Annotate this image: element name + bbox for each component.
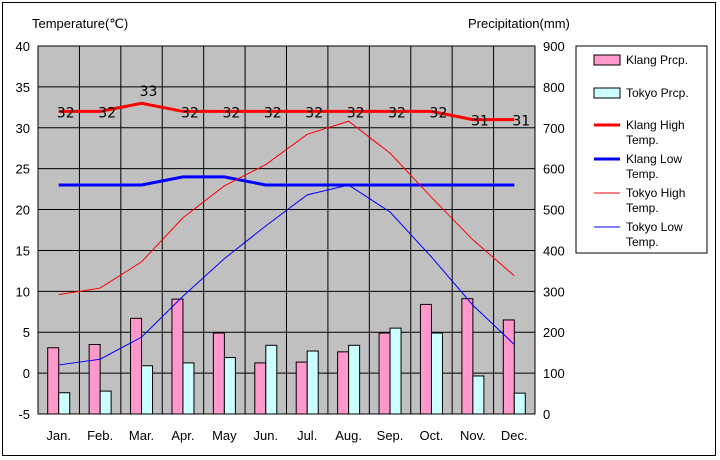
legend-label: Klang High [626,118,685,132]
legend-label: Temp. [626,167,659,181]
klang-high-data-label: 31 [471,114,489,130]
y-axis-right-label: Precipitation(mm) [468,16,570,31]
y-left-tick-label: 10 [16,284,30,299]
klang-high-data-label: 32 [347,105,365,121]
y-right-tick-label: 700 [543,121,565,136]
klang-precip-bar [295,361,308,415]
y-left-tick-label: 0 [23,366,30,381]
y-axis-right: 0 100 200 300 400 500 600 700 800 900 [543,39,565,422]
precipitation-bars [47,298,526,415]
y-axis-left-label: Temperature(℃) [32,16,128,31]
klang-precip-bar [337,351,350,415]
klang-high-data-label: 32 [305,105,323,121]
klang-high-data-label: 32 [98,105,116,121]
legend-swatch [593,54,621,66]
klang-high-data-label: 32 [57,105,75,121]
x-tick-label: Aug. [335,428,362,443]
klang-precip-bar [502,319,515,415]
tokyo-precip-bar [182,362,195,415]
tokyo-precip-bar [223,357,236,415]
klang-precip-bar [130,317,143,415]
y-right-tick-label: 800 [543,80,565,95]
x-tick-label: Oct. [420,428,444,443]
tokyo-precip-bar [513,392,526,415]
y-right-tick-label: 400 [543,243,565,258]
tokyo-precip-bar [348,344,361,415]
data-labels: 32 32 33 32 32 32 32 32 32 32 31 31 [57,84,530,129]
y-right-tick-label: 300 [543,284,565,299]
klang-high-data-label: 32 [388,105,406,121]
tokyo-precip-bar [265,344,278,415]
y-left-tick-label: 5 [23,325,30,340]
tokyo-precip-bar [58,392,71,415]
x-tick-label: Apr. [171,428,194,443]
tokyo-precip-bar [306,350,319,415]
legend-box [575,45,708,254]
tokyo-high-temp-line [58,120,515,296]
x-tick-label: Mar. [129,428,154,443]
tokyo-precip-bar [99,390,112,415]
x-tick-label: Jan. [46,428,71,443]
x-axis: Jan. Feb. Mar. Apr. May Jun. Jul. Aug. Sep. Oct. N… [46,428,527,443]
tokyo-precip-bar [430,332,443,415]
x-tick-label: Feb. [87,428,113,443]
klang-precip-bar [378,332,391,415]
legend-label: Temp. [626,133,659,147]
temperature-lines [58,101,515,366]
gridlines [38,46,535,414]
y-left-tick-label: 30 [16,121,30,136]
y-left-tick-label: 35 [16,80,30,95]
legend-label: Klang Prcp. [626,53,688,67]
tokyo-precip-bar [141,365,154,415]
y-right-tick-label: 100 [543,366,565,381]
x-tick-label: Nov. [460,428,486,443]
tokyo-low-temp-line [58,184,515,366]
y-left-tick-label: 40 [16,39,30,54]
tokyo-precip-bar [389,327,402,415]
legend-label: Temp. [626,235,659,249]
x-tick-label: Sep. [377,428,404,443]
x-tick-label: Dec. [501,428,528,443]
klang-high-data-label: 32 [222,105,240,121]
klang-high-data-label: 33 [140,84,158,100]
klang-low-temp-line [58,175,515,187]
klang-precip-bar [212,332,225,415]
klang-precip-bar [254,362,267,415]
legend-label: Temp. [626,201,659,215]
legend-label: Tokyo Low [626,220,683,234]
legend: Klang Prcp.Tokyo Prcp.Klang HighTemp.Kla… [575,45,708,254]
klang-high-temp-line [58,101,515,122]
klang-high-data-label: 31 [512,114,530,130]
x-tick-label: May [212,428,237,443]
klang-high-data-label: 32 [430,105,448,121]
klang-precip-bar [461,298,474,415]
y-right-tick-label: 900 [543,39,565,54]
y-right-tick-label: 0 [543,407,550,422]
tokyo-precip-bar [472,375,485,415]
klang-precip-bar [88,343,101,415]
y-axis-left: -5 0 5 10 15 20 25 30 35 40 [16,39,30,422]
legend-swatch [593,87,621,99]
y-left-tick-label: 20 [16,203,30,218]
klang-high-data-label: 32 [264,105,282,121]
y-left-tick-label: 25 [16,162,30,177]
legend-label: Klang Low [626,152,682,166]
legend-label: Tokyo High [626,186,685,200]
klang-high-data-label: 32 [181,105,199,121]
x-tick-label: Jul. [297,428,317,443]
y-left-tick-label: 15 [16,243,30,258]
x-tick-label: Jun. [254,428,279,443]
y-left-tick-label: -5 [18,407,30,422]
y-right-tick-label: 600 [543,162,565,177]
klang-precip-bar [419,303,432,415]
klang-precip-bar [47,347,60,415]
legend-label: Tokyo Prcp. [626,86,689,100]
y-right-tick-label: 500 [543,203,565,218]
klang-precip-bar [171,298,184,415]
y-right-tick-label: 200 [543,325,565,340]
